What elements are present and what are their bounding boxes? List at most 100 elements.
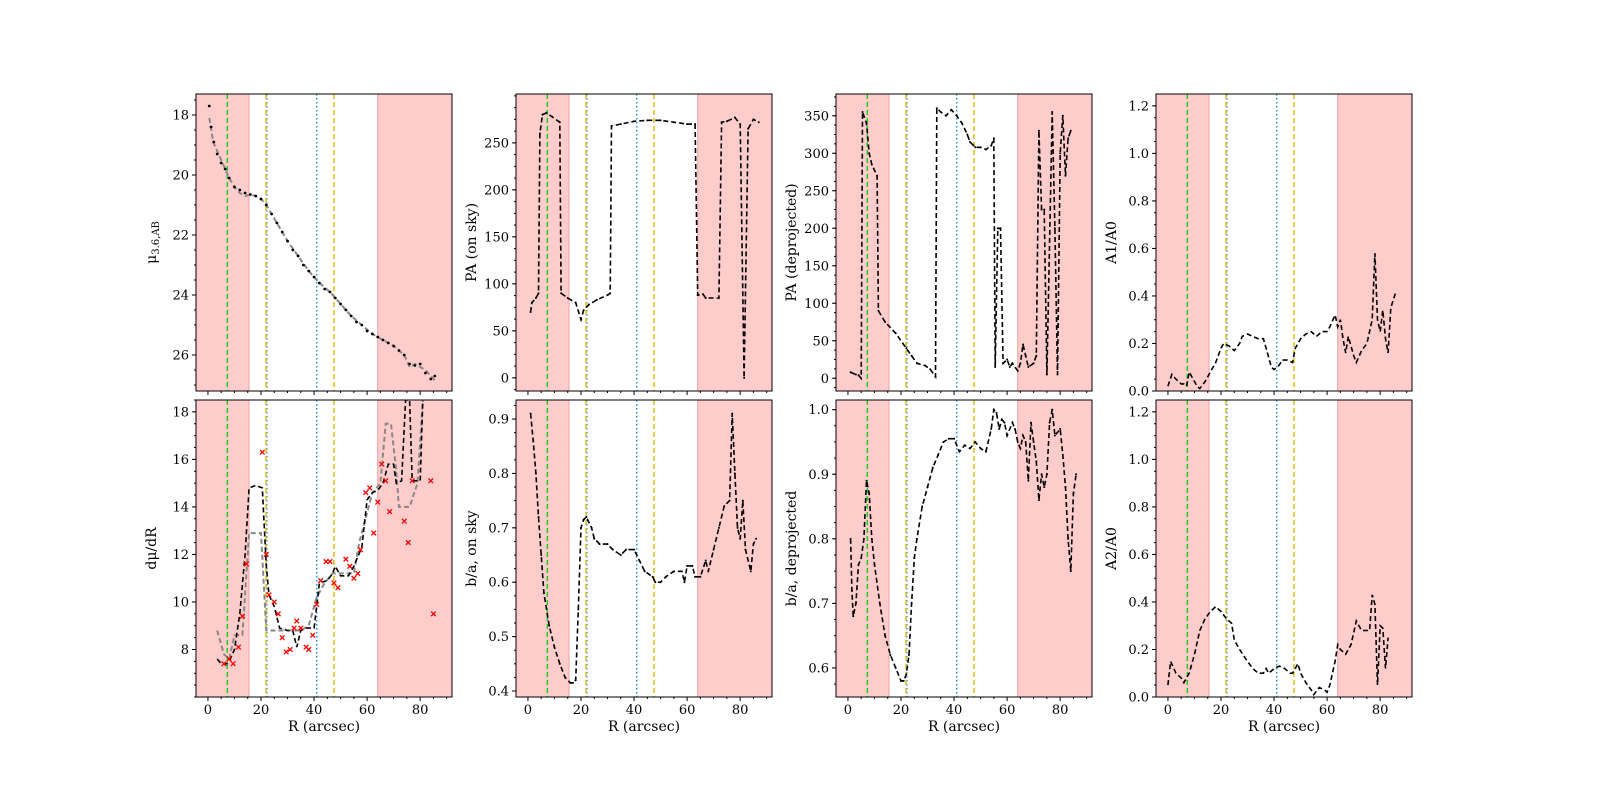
y-tick-label: 250: [804, 184, 829, 199]
data-point-cross: [266, 592, 272, 598]
data-point: [894, 666, 897, 669]
data-point-cross: [283, 649, 289, 655]
y-tick-label: 100: [804, 297, 829, 312]
cross-mark: [313, 601, 320, 608]
data-point: [537, 292, 540, 295]
plot-area: [836, 94, 1092, 391]
y-tick-label: 0.9: [488, 413, 509, 428]
data-point: [212, 140, 216, 144]
data-point: [558, 121, 561, 124]
data-point-cross: [221, 660, 227, 667]
y-axis-label: b/a, on sky: [464, 510, 480, 586]
axes-frame: [835, 93, 1093, 392]
data-point: [386, 341, 390, 345]
x-tick-label: 60: [1319, 703, 1336, 718]
y-axis-label: dμ/dR: [144, 527, 160, 570]
data-point: [564, 676, 567, 679]
data-point: [739, 537, 742, 540]
data-point: [849, 371, 852, 374]
shaded-region: [1337, 400, 1412, 697]
data-point: [894, 332, 897, 335]
data-point: [974, 146, 977, 149]
cross-mark: [409, 478, 415, 484]
shaded-region: [697, 400, 772, 697]
data-point: [741, 499, 744, 502]
data-point: [433, 374, 437, 378]
data-point: [747, 127, 750, 130]
y-tick-label: 0.0: [1128, 691, 1149, 706]
data-point: [424, 371, 427, 375]
data-point: [402, 353, 406, 357]
x-tick-label: 20: [1213, 703, 1230, 718]
axes-frame: [195, 399, 453, 698]
data-point-cross: [357, 546, 364, 553]
data-point-cross: [378, 461, 385, 467]
data-point: [566, 296, 569, 299]
data-point: [1067, 137, 1070, 140]
data-point: [1022, 434, 1025, 437]
y-tick-label: 0.5: [488, 630, 509, 645]
shaded-region: [377, 94, 452, 391]
data-point: [1067, 537, 1070, 540]
shaded-region: [196, 94, 250, 391]
cross-mark: [363, 489, 369, 496]
data-point: [968, 141, 971, 143]
y-tick-label: 0.8: [488, 467, 509, 482]
data-point: [739, 123, 742, 126]
x-tick-label: 60: [679, 703, 696, 718]
data-point: [736, 526, 739, 529]
axes-frame: [515, 399, 773, 698]
data-point: [861, 111, 864, 113]
cross-mark: [343, 556, 349, 562]
y-tick-label: 0.7: [488, 521, 509, 536]
data-point: [633, 120, 636, 123]
data-point: [538, 132, 541, 135]
data-point-cross: [230, 660, 236, 667]
data-point: [862, 537, 865, 540]
data-point: [921, 505, 924, 508]
data-point: [1024, 354, 1027, 357]
cross-mark: [347, 563, 353, 570]
x-tick-label: 40: [946, 703, 963, 718]
cross-mark: [291, 625, 297, 631]
data-point: [955, 114, 958, 117]
data-point-cross: [347, 563, 353, 570]
axes-frame: [1155, 399, 1413, 698]
data-point: [905, 673, 908, 676]
cross-mark: [331, 580, 337, 586]
data-point: [992, 408, 995, 411]
data-point: [243, 191, 247, 195]
data-point-cross: [271, 599, 278, 605]
data-point: [934, 375, 937, 378]
data-point: [392, 344, 396, 348]
y-tick-label: 0.8: [808, 532, 829, 547]
data-point: [654, 581, 657, 584]
data-point: [884, 321, 887, 323]
data-point: [553, 646, 556, 649]
data-point: [990, 144, 993, 147]
axes-frame: [515, 93, 773, 392]
data-point-cross: [382, 478, 389, 484]
data-point: [984, 450, 987, 453]
data-point: [1045, 473, 1048, 476]
cross-mark: [243, 561, 250, 567]
cross-mark: [230, 660, 236, 667]
data-point: [757, 121, 760, 124]
data-point: [371, 332, 374, 336]
data-point: [902, 679, 905, 682]
data-point: [939, 111, 942, 113]
data-point: [680, 570, 683, 573]
data-point: [990, 428, 993, 431]
shaded-region: [1337, 94, 1412, 391]
data-point: [998, 428, 1001, 431]
cross-mark: [271, 599, 278, 605]
data-point: [849, 537, 852, 540]
data-point-cross: [263, 551, 270, 558]
data-point: [717, 526, 720, 529]
cross-mark: [382, 478, 389, 484]
cross-mark: [294, 618, 300, 624]
y-axis-label: PA (deprojected): [784, 183, 800, 301]
subplot-8: 0 20 40 60 80 0.0 0.2 0.4 0.6 0.8 1.0 1.2 A2/A0 R (ar…: [1104, 399, 1413, 735]
data-point: [707, 570, 710, 573]
data-point: [926, 486, 929, 489]
